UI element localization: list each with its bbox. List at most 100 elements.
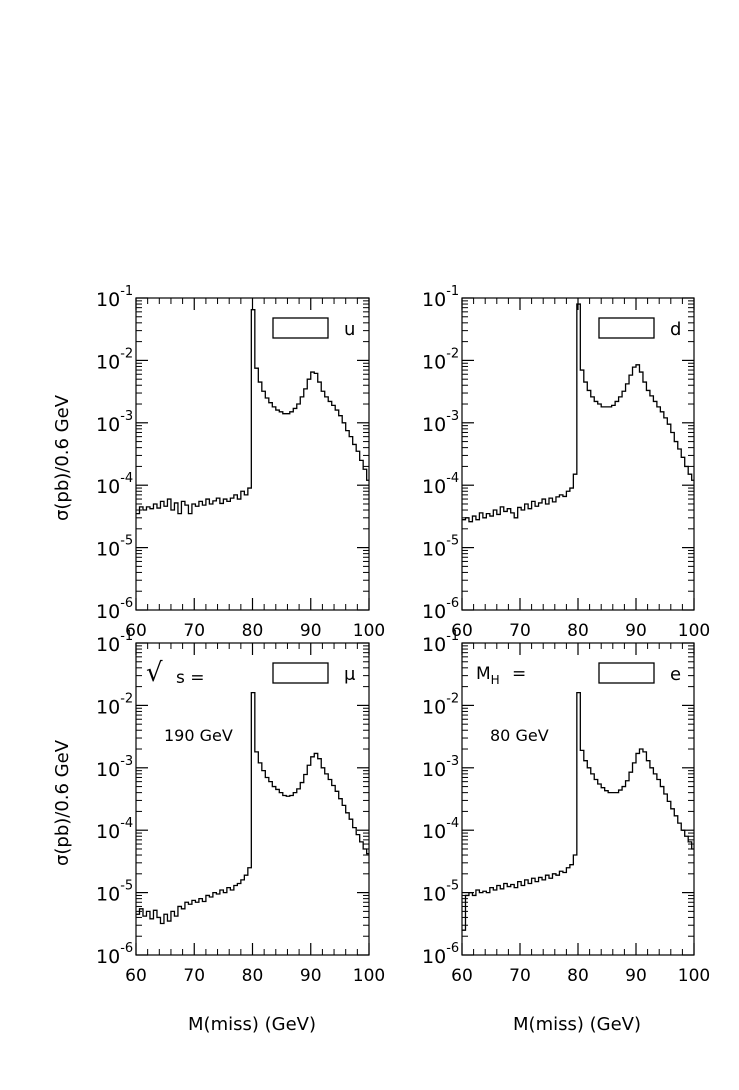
y-tick-label: 10-6	[422, 596, 459, 623]
annotation-subscript: H	[491, 673, 500, 687]
x-tick-label: 70	[183, 966, 205, 986]
y-tick-exponent: -1	[446, 284, 459, 299]
y-tick-exponent: -3	[446, 754, 459, 769]
y-tick-exponent: -6	[446, 941, 459, 956]
x-tick-label: 60	[125, 621, 147, 641]
x-tick-label: 80	[242, 966, 264, 986]
x-tick-label: 70	[183, 621, 205, 641]
y-tick-label: 10-4	[422, 471, 459, 498]
y-tick-label: 10-5	[96, 534, 133, 561]
legend-swatch	[272, 662, 329, 684]
plot-frame	[135, 297, 370, 611]
x-axis-title-right: M(miss) (GeV)	[513, 1014, 641, 1035]
y-tick-label: 10-5	[96, 879, 133, 906]
y-tick-exponent: -1	[120, 629, 133, 644]
histogram-series-u	[136, 309, 369, 515]
x-tick-label: 100	[353, 966, 385, 986]
y-tick-exponent: -2	[446, 346, 459, 361]
y-tick-label: 10-1	[96, 629, 133, 656]
legend-label: u	[344, 319, 355, 340]
x-tick-label: 90	[625, 966, 647, 986]
y-tick-exponent: -1	[120, 284, 133, 299]
x-tick-label: 80	[242, 621, 264, 641]
legend-swatch	[272, 317, 329, 339]
legend-label: μ	[344, 664, 356, 685]
plot-frame	[461, 642, 695, 956]
x-tick-label: 80	[567, 621, 589, 641]
y-tick-exponent: -4	[446, 471, 459, 486]
annotation-line2: 80 GeV	[490, 726, 549, 745]
y-tick-exponent: -4	[120, 816, 133, 831]
x-axis-title-left: M(miss) (GeV)	[188, 1014, 316, 1035]
x-tick-label: 70	[509, 621, 531, 641]
x-tick-label: 60	[451, 966, 473, 986]
y-tick-label: 10-4	[96, 471, 133, 498]
histogram-series-d	[462, 303, 694, 523]
x-tick-label: 80	[567, 966, 589, 986]
plot-frame	[461, 297, 695, 611]
y-tick-label: 10-6	[96, 596, 133, 623]
y-tick-exponent: -6	[120, 941, 133, 956]
y-tick-label: 10-4	[96, 816, 133, 843]
panel-bottom-right: 10-6 10-5 10-4 10-3 10-2 10-1 60 70 80 90 100 e MH = 8…	[422, 629, 710, 986]
y-tick-exponent: -2	[120, 346, 133, 361]
y-tick-label: 10-1	[96, 284, 133, 311]
panel-top-left: 10-6 10-5 10-4 10-3 10-2 10-1 60 70 80 90 100 u	[96, 284, 385, 641]
annotation-line1: =	[512, 664, 526, 684]
y-tick-label: 10-4	[422, 816, 459, 843]
y-tick-label: 10-2	[422, 346, 459, 373]
y-tick-exponent: -5	[446, 534, 459, 549]
y-tick-exponent: -5	[446, 879, 459, 894]
y-tick-exponent: -2	[120, 691, 133, 706]
y-tick-exponent: -5	[120, 879, 133, 894]
y-tick-exponent: -3	[446, 409, 459, 424]
x-tick-label: 60	[125, 966, 147, 986]
y-tick-label: 10-1	[422, 629, 459, 656]
annotation-symbol: √	[146, 658, 163, 688]
x-tick-label: 60	[451, 621, 473, 641]
y-tick-label: 10-3	[96, 754, 133, 781]
x-tick-label: 100	[353, 621, 385, 641]
y-tick-exponent: -6	[446, 596, 459, 611]
panel-top-right: 10-6 10-5 10-4 10-3 10-2 10-1 60 70 80 90 100 d	[422, 284, 710, 641]
legend-label: d	[670, 319, 681, 340]
annotation-line2: 190 GeV	[164, 726, 233, 745]
panel-bottom-left: 10-6 10-5 10-4 10-3 10-2 10-1 60 70 80 90 100 μ √ s =…	[96, 629, 385, 986]
y-tick-label: 10-3	[422, 409, 459, 436]
x-tick-label: 100	[678, 966, 710, 986]
y-tick-exponent: -2	[446, 691, 459, 706]
y-tick-label: 10-2	[422, 691, 459, 718]
legend-label: e	[670, 664, 681, 685]
y-tick-label: 10-6	[96, 941, 133, 968]
x-tick-label: 90	[300, 621, 322, 641]
x-tick-label: 90	[300, 966, 322, 986]
y-tick-label: 10-1	[422, 284, 459, 311]
legend-swatch	[598, 662, 655, 684]
y-axis-title-top: σ(pb)/0.6 GeV	[52, 394, 73, 521]
legend-swatch	[598, 317, 655, 339]
y-tick-label: 10-2	[96, 346, 133, 373]
y-tick-exponent: -5	[120, 534, 133, 549]
y-tick-exponent: -4	[120, 471, 133, 486]
histogram-series-μ	[136, 692, 369, 925]
y-tick-label: 10-5	[422, 534, 459, 561]
y-tick-exponent: -3	[120, 754, 133, 769]
y-tick-label: 10-5	[422, 879, 459, 906]
y-tick-label: 10-2	[96, 691, 133, 718]
y-tick-label: 10-3	[422, 754, 459, 781]
y-tick-exponent: -1	[446, 629, 459, 644]
x-tick-label: 70	[509, 966, 531, 986]
y-tick-exponent: -6	[120, 596, 133, 611]
histogram-series-e	[462, 692, 694, 931]
y-tick-exponent: -3	[120, 409, 133, 424]
x-tick-label: 100	[678, 621, 710, 641]
plot-frame	[135, 642, 370, 956]
y-axis-title-bottom: σ(pb)/0.6 GeV	[52, 739, 73, 866]
annotation-symbol: MH	[476, 664, 500, 687]
y-tick-label: 10-6	[422, 941, 459, 968]
x-tick-label: 90	[625, 621, 647, 641]
y-tick-exponent: -4	[446, 816, 459, 831]
annotation-line1: s =	[176, 668, 205, 688]
y-tick-label: 10-3	[96, 409, 133, 436]
